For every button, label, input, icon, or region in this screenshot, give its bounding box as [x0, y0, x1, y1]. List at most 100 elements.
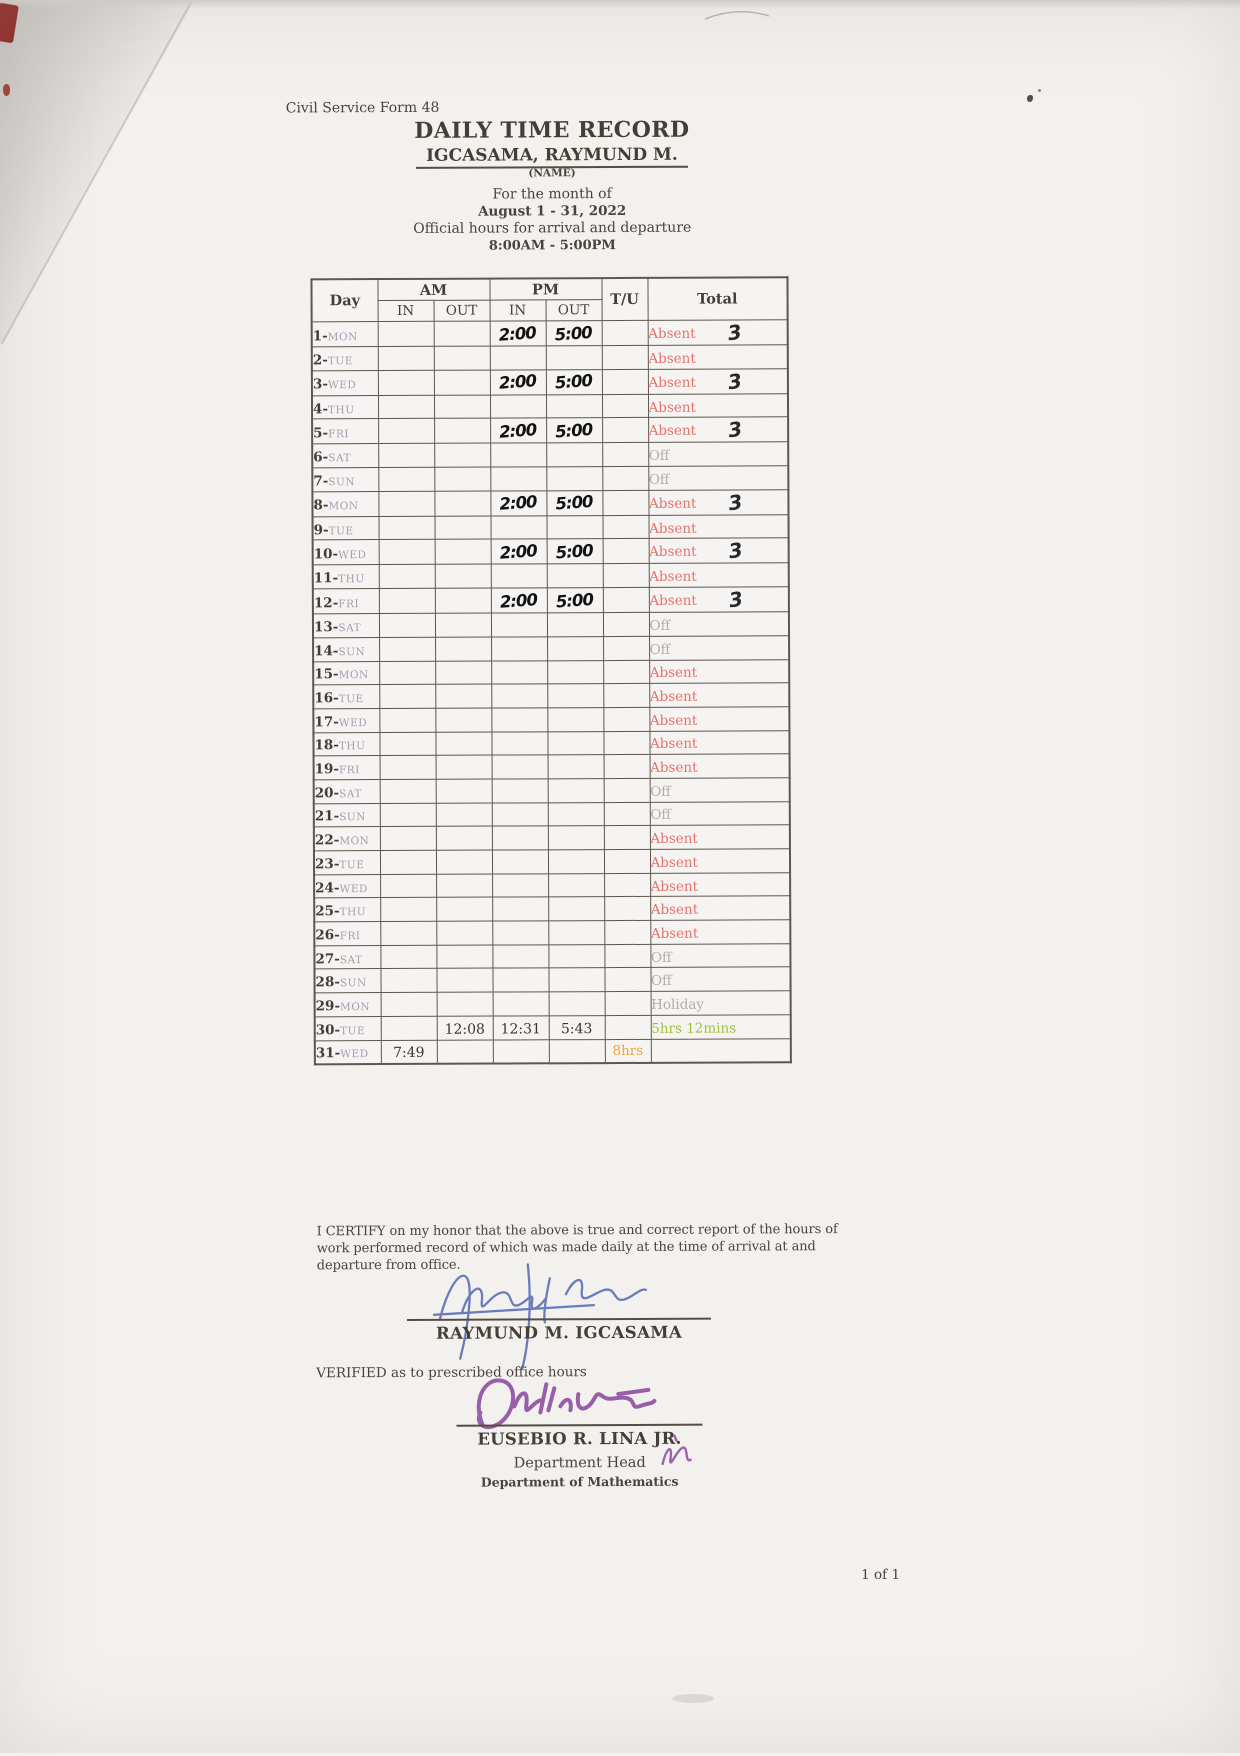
day-abbrev: MON	[328, 500, 358, 512]
pm-out-cell	[547, 707, 603, 731]
am-out-cell	[435, 516, 491, 540]
day-cell: 9-TUE	[313, 516, 379, 540]
am-in-cell	[380, 921, 436, 945]
tu-cell	[604, 826, 650, 850]
col-header-am-out: OUT	[434, 300, 490, 321]
am-in-cell	[380, 874, 436, 898]
tu-cell	[604, 802, 650, 826]
tu-cell	[602, 369, 648, 394]
total-status: Off	[650, 807, 671, 823]
pm-out-cell: 5:00	[546, 369, 602, 394]
am-in-cell	[381, 1016, 437, 1040]
tu-cell	[603, 588, 649, 613]
col-header-am: AM	[377, 279, 489, 301]
am-out-cell	[436, 779, 492, 803]
total-cell: Absent	[650, 920, 790, 944]
pm-in-cell	[491, 731, 547, 755]
pm-in-cell: 2:00	[490, 370, 546, 395]
day-cell: 28-SUN	[314, 969, 380, 993]
pm-in-cell	[490, 467, 546, 491]
day-abbrev: WED	[340, 1048, 368, 1060]
day-abbrev: MON	[340, 1001, 370, 1013]
table-row: 4-THU Absent	[312, 393, 788, 419]
pm-out-cell	[548, 826, 604, 850]
total-cell: Absent	[649, 683, 789, 707]
am-in-cell	[380, 850, 436, 874]
am-in-cell	[378, 321, 434, 346]
day-cell: 18-THU	[313, 732, 379, 756]
total-cell: Absent	[648, 345, 788, 369]
pm-in-cell	[493, 1039, 549, 1063]
am-in-cell	[380, 945, 436, 969]
total-cell: Absent	[648, 393, 788, 417]
pm-in-cell	[491, 564, 547, 588]
total-cell: Off	[649, 612, 789, 636]
col-header-am-in: IN	[378, 300, 434, 321]
day-number: 19-	[315, 761, 339, 777]
total-cell	[651, 1038, 791, 1063]
am-in-cell	[379, 637, 435, 661]
am-out-cell	[437, 1040, 493, 1064]
am-out-cell	[435, 732, 491, 756]
tu-cell	[603, 636, 649, 660]
pm-out-cell	[547, 731, 603, 755]
day-number: 6-	[313, 449, 328, 465]
form-number-label: Civil Service Form 48	[286, 100, 440, 117]
table-row: 22-MON Absent	[314, 825, 790, 851]
pm-out-cell: 5:00	[547, 539, 603, 564]
day-number: 28-	[316, 975, 340, 991]
total-status: Absent	[648, 399, 696, 415]
tu-cell: 8hrs	[605, 1039, 651, 1063]
table-row: 24-WED Absent	[314, 872, 790, 898]
handwritten-time: 2:00	[499, 323, 537, 345]
total-status: Absent	[648, 326, 696, 342]
am-in-cell	[378, 419, 434, 444]
handwritten-time: 2:00	[499, 371, 537, 393]
total-status: Absent	[650, 712, 698, 728]
am-out-cell	[434, 491, 490, 516]
pm-out-cell	[547, 613, 603, 637]
printed-time: 5:43	[561, 1021, 593, 1037]
pm-in-cell: 2:00	[491, 539, 547, 564]
official-hours-value: 8:00AM - 5:00PM	[287, 237, 817, 254]
am-out-cell	[436, 850, 492, 874]
pm-out-cell: 5:00	[546, 418, 602, 443]
table-row: 29-MON Holiday	[315, 991, 791, 1017]
handwritten-note: 3	[727, 538, 744, 564]
day-abbrev: MON	[339, 835, 369, 847]
col-header-total: Total	[647, 277, 787, 320]
total-status: Off	[649, 448, 670, 464]
employee-printed-name: RAYMUND M. IGCASAMA	[407, 1323, 711, 1343]
day-number: 21-	[315, 809, 339, 825]
day-cell: 25-THU	[314, 898, 380, 922]
pm-out-cell	[548, 873, 604, 897]
day-number: 29-	[316, 998, 340, 1014]
day-cell: 10-WED	[313, 540, 379, 565]
am-out-cell	[436, 874, 492, 898]
day-cell: 26-FRI	[314, 922, 380, 946]
handwritten-time: 2:00	[499, 492, 537, 514]
daily-time-record-table: Day AM PM T/U Total IN OUT IN OUT 1-MON	[310, 276, 791, 1065]
tu-cell	[602, 418, 648, 443]
pm-out-cell	[547, 636, 603, 660]
table-row: 15-MON Absent	[313, 659, 789, 685]
total-status: Absent	[649, 593, 697, 609]
official-hours-label: Official hours for arrival and departure	[287, 219, 817, 237]
handwritten-time: 5:00	[555, 371, 593, 393]
pm-in-cell	[493, 992, 549, 1016]
tu-cell	[604, 968, 650, 992]
day-number: 12-	[314, 595, 338, 611]
page-number: 1 of 1	[861, 1567, 900, 1583]
table-row: 7-SUN Off	[312, 466, 788, 492]
table-row: 14-SUN Off	[313, 636, 789, 662]
total-cell: Off	[648, 466, 788, 490]
day-number: 24-	[315, 880, 339, 896]
day-cell: 29-MON	[315, 993, 381, 1017]
day-number: 14-	[314, 643, 338, 659]
tu-cell	[603, 731, 649, 755]
pm-out-cell	[548, 802, 604, 826]
month-label: For the month of	[287, 185, 817, 203]
employee-name: IGCASAMA, RAYMUND M.	[416, 145, 688, 169]
